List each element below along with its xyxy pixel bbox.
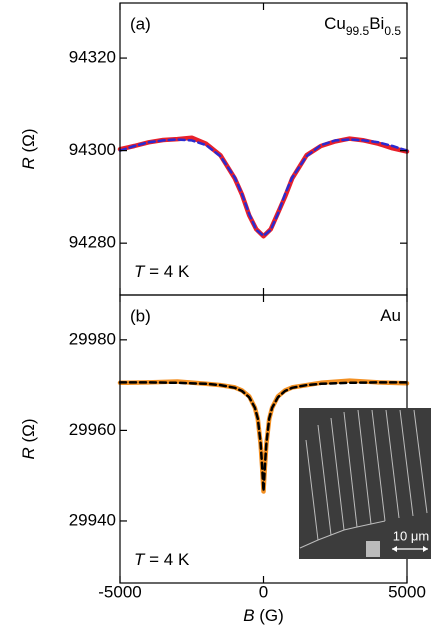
text-part: (Ω) (19, 128, 38, 157)
text-part: Bi (369, 14, 384, 33)
fit-line (118, 381, 409, 493)
text-part: (G) (255, 606, 284, 625)
text-part: 99.5 (346, 24, 370, 38)
annotation-parts: Au (380, 306, 401, 325)
sem-inset (299, 408, 431, 559)
x-tick-label: 0 (259, 582, 268, 601)
text-part: Cu (324, 14, 346, 33)
text-part: R (19, 157, 38, 169)
text-part: = 4 K (144, 262, 190, 281)
y-tick-label: 29980 (69, 329, 116, 348)
fit-line (118, 138, 409, 238)
text-part: = 4 K (144, 550, 190, 569)
temperature-parts: T = 4 K (134, 550, 190, 569)
annotation-parts: Cu99.5Bi0.5 (324, 14, 401, 38)
text-part: R (19, 447, 38, 459)
data-line (117, 135, 410, 239)
text-part: B (243, 606, 254, 625)
panel-label: (a) (130, 14, 151, 33)
ylabel-parts: R (Ω) (19, 418, 38, 459)
text-part: (Ω) (19, 418, 38, 447)
y-tick-label: 94300 (69, 140, 116, 159)
ylabel-parts: R (Ω) (19, 128, 38, 169)
text-part: 0.5 (384, 24, 401, 38)
text-part: T (134, 262, 146, 281)
y-tick-label: 94320 (69, 48, 116, 67)
plot-frame (119, 2, 408, 296)
y-tick-label: 29940 (69, 510, 116, 529)
text-part: Au (380, 306, 401, 325)
x-tick-label: -5000 (98, 582, 141, 601)
y-tick-label: 94280 (69, 233, 116, 252)
xlabel-parts: B (G) (243, 606, 284, 625)
inset-label: 10 μm (393, 528, 429, 543)
inset-pad (366, 541, 380, 557)
y-tick-label: 29960 (69, 420, 116, 439)
temperature-parts: T = 4 K (134, 262, 190, 281)
inset-wires (299, 409, 428, 549)
panel-label: (b) (130, 306, 151, 325)
x-tick-label: 5000 (388, 582, 426, 601)
text-part: T (134, 550, 146, 569)
